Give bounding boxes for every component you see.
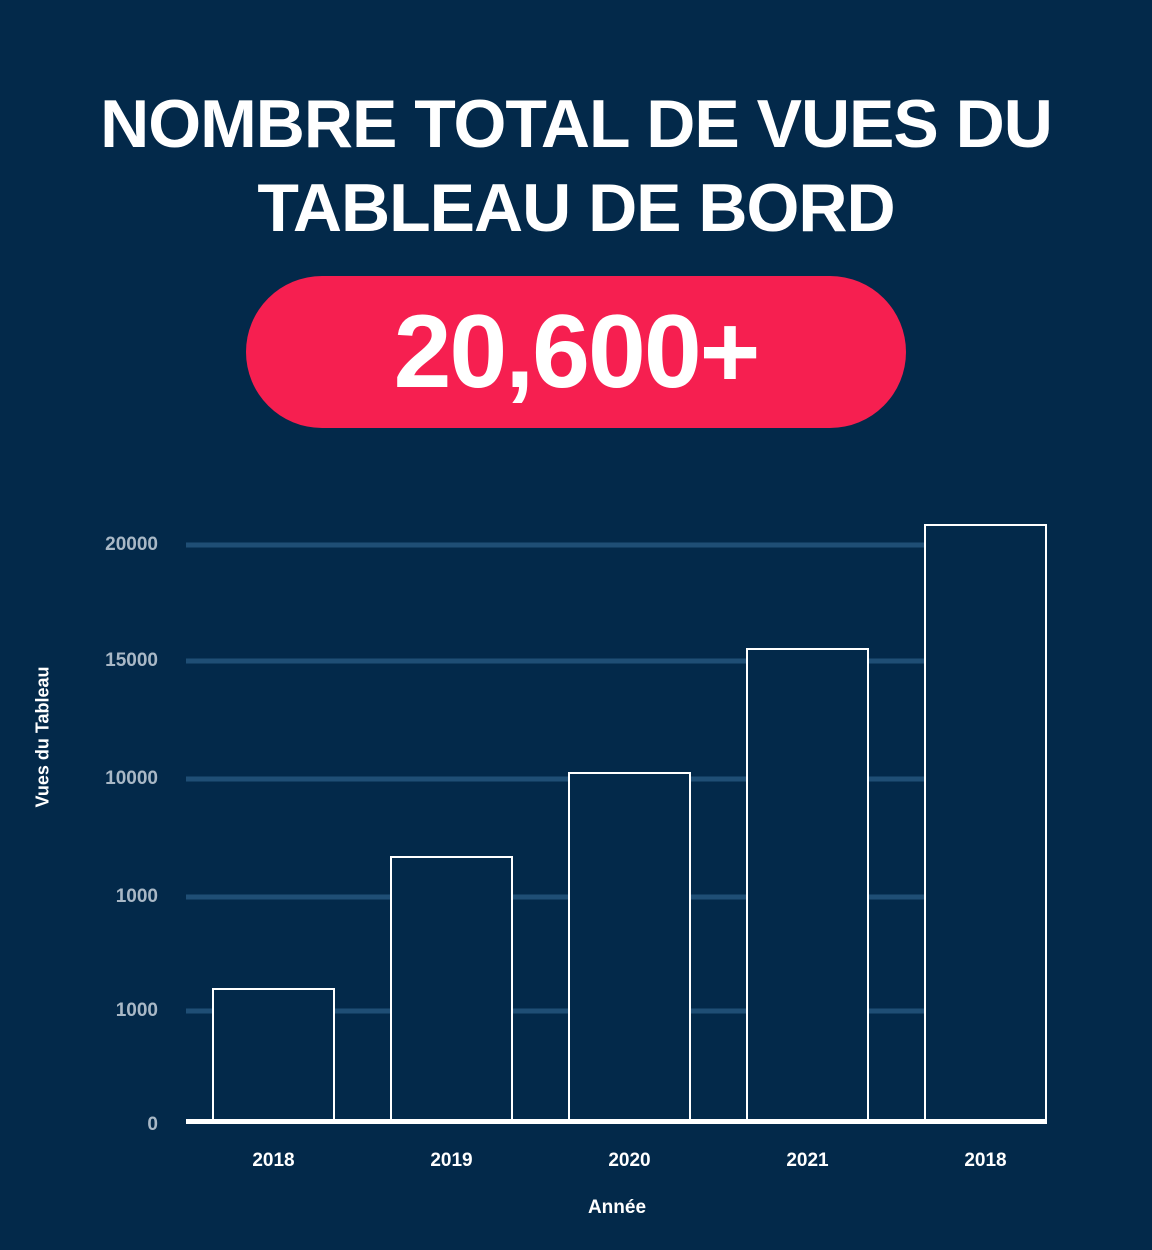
y-tick-label: 1000 [115,1000,158,1021]
chart-title: NOMBRE TOTAL DE VUES DU TABLEAU DE BORD [0,82,1152,250]
gridline [186,542,1047,548]
x-tick-label: 2018 [964,1150,1007,1171]
bar-2020 [568,772,691,1120]
y-tick-label: 0 [147,1114,158,1135]
y-tick-label: 10000 [105,768,158,789]
total-views-badge: 20,600+ [246,276,906,428]
x-tick-label: 2019 [430,1150,473,1171]
y-axis-label: Vues du Tableau [32,666,53,808]
bar-2019 [390,856,513,1120]
x-tick-label: 2020 [608,1150,651,1171]
x-tick-label: 2021 [786,1150,829,1171]
x-tick-label: 2018 [252,1150,295,1171]
y-tick-label: 1000 [115,886,158,907]
title-line-1: NOMBRE TOTAL DE VUES DU [100,86,1053,162]
x-axis-label: Année [587,1197,647,1218]
gridline [186,658,1047,664]
title-line-2: TABLEAU DE BORD [257,170,895,246]
y-tick-label: 15000 [105,650,158,671]
total-views-value: 20,600+ [393,294,761,410]
bar-2021 [746,648,869,1120]
y-tick-label: 20000 [105,534,158,555]
bar-2018 [212,988,335,1120]
x-axis-line [186,1119,1047,1124]
bar-2018-last [924,524,1047,1120]
